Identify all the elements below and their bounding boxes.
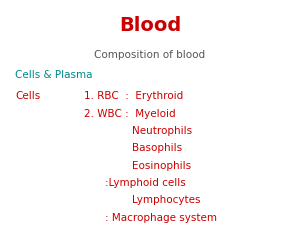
Text: Blood: Blood	[119, 16, 181, 35]
Text: :Lymphoid cells: :Lymphoid cells	[105, 178, 186, 188]
Text: 1. RBC  :  Erythroid: 1. RBC : Erythroid	[84, 91, 183, 101]
Text: 2. WBC :  Myeloid: 2. WBC : Myeloid	[84, 109, 176, 119]
Text: Composition of blood: Composition of blood	[94, 50, 206, 59]
Text: Eosinophils: Eosinophils	[132, 161, 191, 171]
Text: : Macrophage system: : Macrophage system	[105, 213, 217, 223]
Text: Basophils: Basophils	[132, 143, 182, 153]
Text: Cells & Plasma: Cells & Plasma	[15, 70, 92, 80]
Text: Lymphocytes: Lymphocytes	[132, 195, 200, 205]
Text: Cells: Cells	[15, 91, 40, 101]
Text: Neutrophils: Neutrophils	[132, 126, 192, 136]
